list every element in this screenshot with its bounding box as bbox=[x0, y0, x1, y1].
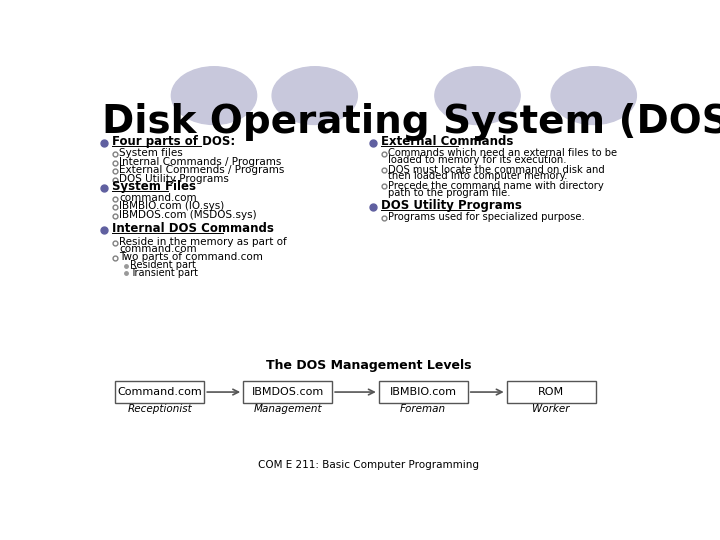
Text: Receptionist: Receptionist bbox=[127, 404, 192, 414]
Text: Commands which need an external files to be: Commands which need an external files to… bbox=[388, 148, 618, 158]
Text: command.com: command.com bbox=[120, 193, 197, 203]
Text: path to the program file.: path to the program file. bbox=[388, 187, 511, 198]
Text: DOS Utility Programs: DOS Utility Programs bbox=[120, 174, 230, 184]
Text: Resident part: Resident part bbox=[130, 260, 196, 270]
Text: DOS must locate the command on disk and: DOS must locate the command on disk and bbox=[388, 165, 605, 174]
Text: Command.com: Command.com bbox=[117, 387, 202, 397]
Ellipse shape bbox=[171, 67, 256, 125]
Text: loaded to memory for its execution.: loaded to memory for its execution. bbox=[388, 156, 567, 165]
Text: Four parts of DOS:: Four parts of DOS: bbox=[112, 136, 235, 148]
Text: ROM: ROM bbox=[538, 387, 564, 397]
Text: System Files: System Files bbox=[112, 180, 196, 193]
Text: Disk Operating System (DOS): Disk Operating System (DOS) bbox=[102, 103, 720, 141]
Text: IBMBIO.com (IO.sys): IBMBIO.com (IO.sys) bbox=[120, 201, 225, 212]
Text: Internal Commands / Programs: Internal Commands / Programs bbox=[120, 157, 282, 167]
Text: External Commends / Programs: External Commends / Programs bbox=[120, 165, 285, 176]
Text: Worker: Worker bbox=[532, 404, 570, 414]
Ellipse shape bbox=[435, 67, 520, 125]
FancyBboxPatch shape bbox=[115, 381, 204, 403]
Ellipse shape bbox=[551, 67, 636, 125]
Text: COM E 211: Basic Computer Programming: COM E 211: Basic Computer Programming bbox=[258, 460, 480, 470]
Text: Internal DOS Commands: Internal DOS Commands bbox=[112, 222, 274, 235]
Text: command.com: command.com bbox=[120, 244, 197, 254]
Text: System files: System files bbox=[120, 148, 183, 158]
Text: Reside in the memory as part of: Reside in the memory as part of bbox=[120, 237, 287, 247]
Text: DOS Utility Programs: DOS Utility Programs bbox=[381, 199, 521, 212]
FancyBboxPatch shape bbox=[243, 381, 332, 403]
Text: Precede the command name with directory: Precede the command name with directory bbox=[388, 181, 604, 191]
Text: IBMBIO.com: IBMBIO.com bbox=[390, 387, 456, 397]
Text: External Commands: External Commands bbox=[381, 136, 513, 148]
Text: Management: Management bbox=[253, 404, 322, 414]
Text: IBMDOS.com: IBMDOS.com bbox=[251, 387, 324, 397]
Text: then loaded into computer memory.: then loaded into computer memory. bbox=[388, 172, 568, 181]
Text: Transient part: Transient part bbox=[130, 268, 198, 278]
Text: The DOS Management Levels: The DOS Management Levels bbox=[266, 359, 472, 372]
FancyBboxPatch shape bbox=[379, 381, 468, 403]
Text: Two parts of command.com: Two parts of command.com bbox=[120, 252, 264, 262]
Ellipse shape bbox=[272, 67, 357, 125]
Text: IBMDOS.com (MSDOS.sys): IBMDOS.com (MSDOS.sys) bbox=[120, 210, 257, 220]
Text: Foreman: Foreman bbox=[400, 404, 446, 414]
Text: Programs used for specialized purpose.: Programs used for specialized purpose. bbox=[388, 212, 585, 222]
FancyBboxPatch shape bbox=[507, 381, 595, 403]
